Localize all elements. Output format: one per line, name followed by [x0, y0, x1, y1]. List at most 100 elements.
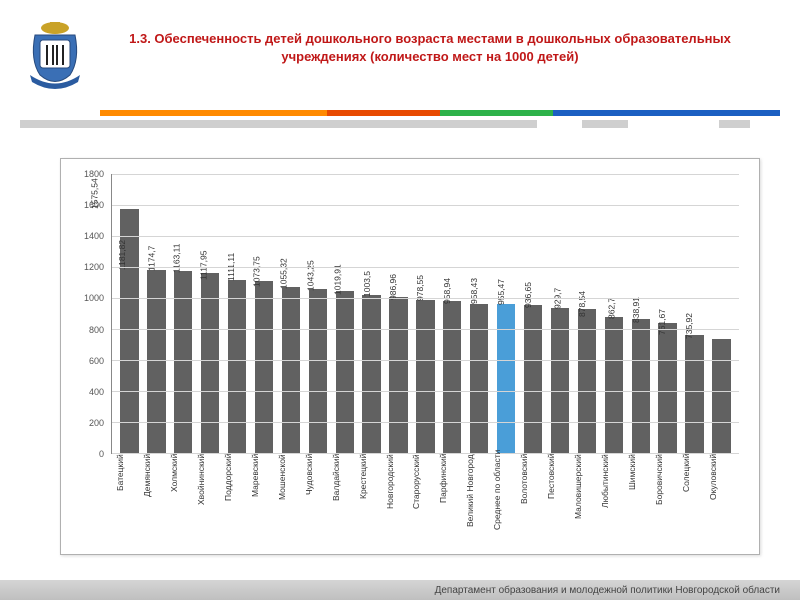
bar-slot: 1055,32 [304, 174, 331, 453]
region-emblem [20, 20, 90, 95]
bar: 862,7 [632, 319, 650, 453]
bar-slot: 978,55 [439, 174, 466, 453]
bar-value-label: 1181,82 [117, 240, 127, 270]
y-tick-label: 400 [89, 387, 104, 397]
x-tick-label: Старорусский [411, 454, 438, 534]
bar-value-label: 1055,32 [278, 259, 288, 290]
bar: 761,67 [685, 335, 703, 453]
bar: 735,92 [712, 339, 730, 453]
bar-value-label: 958,94 [442, 278, 452, 304]
bar-slot: 1003,5 [385, 174, 412, 453]
bar: 878,54 [605, 317, 623, 453]
footer-bar: Департамент образования и молодежной пол… [0, 580, 800, 600]
y-tick-label: 1400 [84, 231, 104, 241]
bar-group: 1575,541181,821174,71163,111117,951111,1… [112, 174, 739, 453]
bar-slot: 1575,54 [116, 174, 143, 453]
bar-value-label: 1073,75 [252, 256, 262, 287]
plot: 1575,541181,821174,71163,111117,951111,1… [111, 174, 739, 454]
bar-value-label: 936,65 [523, 282, 533, 308]
y-tick-label: 0 [99, 449, 104, 459]
header: 1.3. Обеспеченность детей дошкольного во… [0, 0, 800, 95]
x-tick-label: Волотовский [519, 454, 546, 534]
bar-slot: 955,47 [520, 174, 547, 453]
x-tick-label: Крестецкий [358, 454, 385, 534]
bar-value-label: 838,91 [631, 297, 641, 323]
bar: 955,47 [524, 305, 542, 453]
bar-slot: 1181,82 [143, 174, 170, 453]
bar-slot: 1043,25 [331, 174, 358, 453]
bar-value-label: 958,43 [469, 278, 479, 304]
y-tick-label: 800 [89, 325, 104, 335]
bar-value-label: 1003,5 [362, 271, 372, 297]
bar-slot: 1117,95 [224, 174, 251, 453]
bar-value-label: 1163,11 [171, 243, 181, 272]
x-tick-label: Парфинский [438, 454, 465, 534]
bar-value-label: 1117,95 [198, 250, 208, 279]
bar: 1043,25 [336, 291, 354, 453]
x-tick-label: Окуловский [708, 454, 735, 534]
bar: 1111,11 [255, 281, 273, 453]
footer-text: Департамент образования и молодежной пол… [435, 585, 780, 596]
y-tick-label: 1200 [84, 262, 104, 272]
bar: 1003,5 [389, 297, 407, 453]
x-axis-labels: БатецкийДемянскийХолмскийХвойнинскийПодд… [111, 454, 739, 534]
x-tick-label: Пестовский [546, 454, 573, 534]
page-title: 1.3. Обеспеченность детей дошкольного во… [110, 20, 780, 66]
bar: 958,43 [497, 304, 515, 453]
x-tick-label: Великий Новгород [465, 454, 492, 534]
x-tick-label: Батецкий [115, 454, 142, 534]
y-axis: 020040060080010001200140016001800 [71, 174, 106, 454]
bar-value-label: 735,92 [684, 313, 694, 339]
chart-container: 020040060080010001200140016001800 1575,5… [60, 158, 760, 555]
bar-slot: 958,43 [493, 174, 520, 453]
bar-value-label: 878,54 [577, 291, 587, 317]
x-tick-label: Маловишерский [573, 454, 600, 534]
x-tick-label: Мошенской [277, 454, 304, 534]
x-tick-label: Новгородский [385, 454, 412, 534]
bar: 978,55 [443, 301, 461, 453]
bar: 1019,91 [362, 295, 380, 453]
bar-value-label: 1575,54 [90, 178, 100, 209]
x-tick-label: Боровичский [654, 454, 681, 534]
bar-slot: 1111,11 [251, 174, 278, 453]
bar-slot: 986,96 [412, 174, 439, 453]
x-tick-label: Хвойнинский [196, 454, 223, 534]
bar-value-label: 862,7 [606, 298, 616, 319]
bar-value-label: 955,47 [496, 279, 506, 305]
x-tick-label: Поддорский [223, 454, 250, 534]
x-tick-label: Шимский [627, 454, 654, 534]
bar-value-label: 1043,25 [305, 261, 315, 292]
bar-slot: 936,65 [547, 174, 574, 453]
chart-plot-area: 020040060080010001200140016001800 1575,5… [111, 174, 739, 454]
y-tick-label: 600 [89, 356, 104, 366]
bar: 1117,95 [228, 280, 246, 453]
bar: 929,7 [578, 309, 596, 453]
x-tick-label: Маревский [250, 454, 277, 534]
bar-slot: 1019,91 [358, 174, 385, 453]
y-tick-label: 1000 [84, 293, 104, 303]
bar-slot: 735,92 [708, 174, 735, 453]
bar: 958,94 [470, 304, 488, 453]
bar: 1055,32 [309, 289, 327, 453]
bar-value-label: 761,67 [657, 309, 667, 335]
x-tick-label: Валдайский [331, 454, 358, 534]
x-tick-label: Демянский [142, 454, 169, 534]
x-tick-label: Чудовский [304, 454, 331, 534]
bar: 838,91 [658, 323, 676, 453]
bar-slot: 958,94 [466, 174, 493, 453]
bar-slot: 1163,11 [197, 174, 224, 453]
grey-stripe [20, 120, 780, 128]
x-tick-label: Среднее по области [492, 454, 519, 534]
x-tick-label: Холмский [169, 454, 196, 534]
color-stripe [100, 110, 780, 116]
bar-slot: 1174,7 [170, 174, 197, 453]
bar: 986,96 [416, 300, 434, 453]
y-tick-label: 200 [89, 418, 104, 428]
bar: 1073,75 [282, 287, 300, 453]
bar-slot: 1073,75 [277, 174, 304, 453]
bar-value-label: 1019,91 [332, 264, 342, 295]
x-tick-label: Солецкий [681, 454, 708, 534]
bar: 1163,11 [201, 273, 219, 453]
bar-value-label: 986,96 [388, 274, 398, 300]
x-tick-label: Любытинский [600, 454, 627, 534]
